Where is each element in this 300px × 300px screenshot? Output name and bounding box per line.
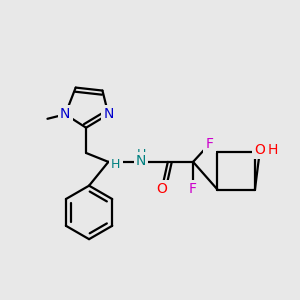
Text: H: H	[136, 148, 146, 161]
Text: H: H	[111, 158, 121, 171]
Text: N: N	[136, 154, 146, 168]
Text: F: F	[206, 137, 213, 151]
Text: O: O	[254, 143, 265, 157]
Text: F: F	[189, 182, 197, 196]
Text: N: N	[103, 107, 114, 121]
Text: H: H	[268, 143, 278, 157]
Text: N: N	[60, 107, 70, 121]
Text: O: O	[157, 182, 167, 196]
